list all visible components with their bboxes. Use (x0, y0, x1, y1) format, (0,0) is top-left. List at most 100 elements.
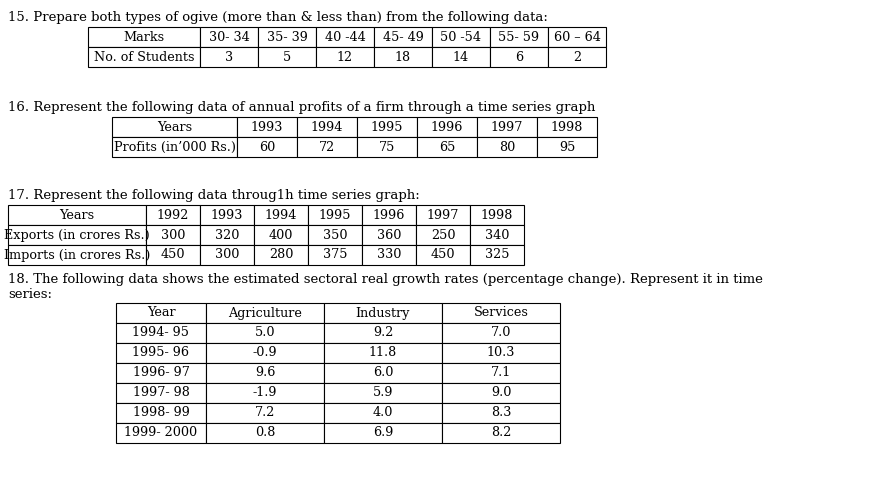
Text: 325: 325 (484, 248, 509, 262)
Text: 50 -54: 50 -54 (441, 30, 482, 44)
Text: 80: 80 (498, 140, 515, 154)
Bar (442, 323, 560, 343)
Text: 450: 450 (161, 248, 185, 262)
Bar (116, 323, 206, 343)
Text: 1997- 98: 1997- 98 (132, 386, 189, 400)
Bar (537, 137, 597, 157)
Text: 35- 39: 35- 39 (266, 30, 307, 44)
Text: 1994: 1994 (265, 209, 297, 221)
Text: Profits (in’000 Rs.): Profits (in’000 Rs.) (114, 140, 236, 154)
Text: 340: 340 (484, 228, 509, 242)
Bar (200, 225, 254, 245)
Bar (146, 205, 200, 225)
Text: 11.8: 11.8 (369, 347, 397, 359)
Bar (116, 423, 206, 443)
Bar (237, 137, 297, 157)
Bar (316, 27, 374, 47)
Text: -1.9: -1.9 (253, 386, 277, 400)
Text: series:: series: (8, 288, 52, 301)
Text: 360: 360 (377, 228, 401, 242)
Bar (324, 383, 442, 403)
Text: 1996: 1996 (373, 209, 406, 221)
Bar (324, 363, 442, 383)
Text: 280: 280 (269, 248, 293, 262)
Text: 72: 72 (319, 140, 336, 154)
Bar (8, 225, 146, 245)
Bar (206, 343, 324, 363)
Bar (357, 137, 417, 157)
Bar (112, 137, 237, 157)
Text: 45- 49: 45- 49 (383, 30, 423, 44)
Text: 1994- 95: 1994- 95 (132, 327, 189, 339)
Text: Agriculture: Agriculture (228, 306, 302, 320)
Text: 75: 75 (378, 140, 395, 154)
Text: 30- 34: 30- 34 (208, 30, 250, 44)
Bar (237, 117, 297, 137)
Bar (416, 245, 470, 265)
Text: 330: 330 (377, 248, 401, 262)
Text: 65: 65 (439, 140, 456, 154)
Bar (357, 117, 417, 137)
Bar (206, 363, 324, 383)
Bar (206, 303, 324, 323)
Text: Exports (in crores Rs.): Exports (in crores Rs.) (4, 228, 150, 242)
Text: 1993: 1993 (251, 120, 283, 134)
Text: -0.9: -0.9 (252, 347, 278, 359)
Text: 450: 450 (431, 248, 456, 262)
Text: Years: Years (157, 120, 192, 134)
Bar (206, 423, 324, 443)
Text: 5.0: 5.0 (255, 327, 275, 339)
Text: 300: 300 (161, 228, 185, 242)
Bar (254, 225, 308, 245)
Text: 1995- 96: 1995- 96 (132, 347, 189, 359)
Bar (537, 117, 597, 137)
Bar (324, 423, 442, 443)
Text: 60 – 64: 60 – 64 (554, 30, 600, 44)
Bar (116, 383, 206, 403)
Text: Industry: Industry (356, 306, 410, 320)
Text: Imports (in crores Rs.): Imports (in crores Rs.) (4, 248, 150, 262)
Bar (206, 403, 324, 423)
Bar (490, 27, 548, 47)
Text: 95: 95 (559, 140, 576, 154)
Text: 7.0: 7.0 (491, 327, 512, 339)
Text: 16. Represent the following data of annual profits of a firm through a time seri: 16. Represent the following data of annu… (8, 101, 596, 114)
Bar (200, 47, 258, 67)
Text: 1998: 1998 (551, 120, 583, 134)
Text: 9.6: 9.6 (255, 366, 275, 380)
Text: 1993: 1993 (211, 209, 244, 221)
Bar (470, 225, 524, 245)
Text: 1996- 97: 1996- 97 (132, 366, 189, 380)
Text: 7.2: 7.2 (255, 407, 275, 419)
Text: 9.2: 9.2 (373, 327, 393, 339)
Text: 18: 18 (395, 51, 411, 63)
Bar (258, 47, 316, 67)
Text: 17. Represent the following data throug1h time series graph:: 17. Represent the following data throug1… (8, 189, 420, 202)
Bar (308, 205, 362, 225)
Bar (254, 205, 308, 225)
Text: 6.9: 6.9 (373, 427, 393, 439)
Text: 7.1: 7.1 (491, 366, 511, 380)
Bar (442, 423, 560, 443)
Text: 2: 2 (573, 51, 581, 63)
Text: 8.3: 8.3 (491, 407, 512, 419)
Text: 350: 350 (322, 228, 347, 242)
Text: 400: 400 (269, 228, 293, 242)
Bar (206, 383, 324, 403)
Bar (324, 403, 442, 423)
Text: 1996: 1996 (431, 120, 463, 134)
Bar (442, 403, 560, 423)
Bar (200, 205, 254, 225)
Text: 1992: 1992 (157, 209, 189, 221)
Bar (200, 27, 258, 47)
Bar (362, 205, 416, 225)
Text: 0.8: 0.8 (255, 427, 275, 439)
Text: 55- 59: 55- 59 (498, 30, 540, 44)
Bar (470, 245, 524, 265)
Bar (362, 245, 416, 265)
Bar (490, 47, 548, 67)
Text: Services: Services (474, 306, 528, 320)
Text: 250: 250 (431, 228, 456, 242)
Text: Marks: Marks (124, 30, 165, 44)
Bar (200, 245, 254, 265)
